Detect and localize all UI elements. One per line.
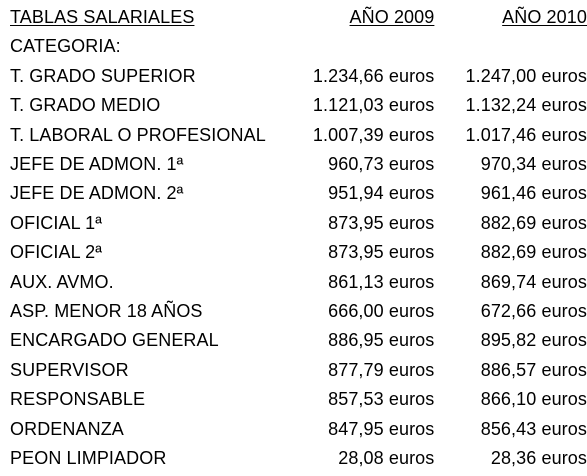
- salary-2010-cell: 869,74 euros: [480, 271, 587, 292]
- category-cell: JEFE DE ADMON. 1ª: [10, 154, 184, 175]
- salary-2009-cell: 960,73 euros: [328, 154, 435, 175]
- category-cell: T. GRADO SUPERIOR: [10, 65, 196, 86]
- category-cell: SUPERVISOR: [10, 359, 129, 380]
- salary-2009-cell: 877,79 euros: [328, 359, 435, 380]
- salary-2009-cell: 847,95 euros: [328, 418, 435, 439]
- salary-2009-cell: 666,00 euros: [328, 301, 435, 322]
- salary-table: TABLAS SALARIALES AÑO 2009 AÑO 2010 CATE…: [10, 3, 587, 474]
- table-row: OFICIAL 2ª 873,95 euros 882,69 euros: [10, 238, 587, 267]
- category-cell: ASP. MENOR 18 AÑOS: [10, 301, 203, 322]
- category-label: CATEGORIA:: [10, 36, 121, 57]
- salary-2010-cell: 1.132,24 euros: [465, 95, 587, 116]
- salary-2009-cell: 861,13 euros: [328, 271, 435, 292]
- category-cell: ORDENANZA: [10, 418, 124, 439]
- salary-2009-cell: 1.007,39 euros: [312, 124, 435, 145]
- salary-2010-cell: 28,36 euros: [490, 448, 587, 469]
- table-row: RESPONSABLE 857,53 euros 866,10 euros: [10, 385, 587, 414]
- column-header-2010-text: AÑO 2010: [502, 7, 587, 27]
- category-label-row: CATEGORIA:: [10, 32, 587, 61]
- category-cell: T. LABORAL O PROFESIONAL: [10, 124, 266, 145]
- empty-cell: [293, 32, 435, 61]
- category-cell: AUX. AVMO.: [10, 271, 114, 292]
- table-row: AUX. AVMO. 861,13 euros 869,74 euros: [10, 268, 587, 297]
- category-cell: PEON LIMPIADOR: [10, 448, 167, 469]
- salary-2009-cell: 1.121,03 euros: [312, 95, 435, 116]
- salary-2009-cell: 886,95 euros: [328, 330, 435, 351]
- column-header-2010: AÑO 2010: [434, 3, 587, 32]
- category-cell: OFICIAL 1ª: [10, 212, 103, 233]
- table-title-text: TABLAS SALARIALES: [10, 7, 195, 27]
- salary-2010-cell: 886,57 euros: [480, 359, 587, 380]
- salary-2010-cell: 1.247,00 euros: [465, 65, 587, 86]
- salary-2009-cell: 873,95 euros: [328, 242, 435, 263]
- category-cell: JEFE DE ADMON. 2ª: [10, 183, 184, 204]
- table-row: T. GRADO MEDIO 1.121,03 euros 1.132,24 eur…: [10, 91, 587, 120]
- table-row: JEFE DE ADMON. 2ª 951,94 euros 961,46 euro…: [10, 179, 587, 208]
- salary-2010-cell: 856,43 euros: [480, 418, 587, 439]
- salary-2009-cell: 28,08 euros: [338, 448, 435, 469]
- salary-2009-cell: 857,53 euros: [328, 389, 435, 410]
- table-title: TABLAS SALARIALES: [10, 3, 293, 32]
- salary-2010-cell: 882,69 euros: [480, 212, 587, 233]
- salary-2009-cell: 873,95 euros: [328, 212, 435, 233]
- salary-2009-cell: 951,94 euros: [328, 183, 435, 204]
- column-header-2009: AÑO 2009: [293, 3, 435, 32]
- salary-2010-cell: 882,69 euros: [480, 242, 587, 263]
- table-row: ENCARGADO GENERAL 886,95 euros 895,82 euro…: [10, 326, 587, 355]
- table-row: T. LABORAL O PROFESIONAL 1.007,39 euros 1.…: [10, 121, 587, 150]
- category-cell: T. GRADO MEDIO: [10, 95, 161, 116]
- table-row: PEON LIMPIADOR 28,08 euros 28,36 euros: [10, 444, 587, 473]
- salary-2010-cell: 672,66 euros: [480, 301, 587, 322]
- salary-2010-cell: 1.017,46 euros: [465, 124, 587, 145]
- salary-2009-cell: 1.234,66 euros: [312, 65, 435, 86]
- category-cell: RESPONSABLE: [10, 389, 146, 410]
- category-cell: ENCARGADO GENERAL: [10, 330, 219, 351]
- table-header-row: TABLAS SALARIALES AÑO 2009 AÑO 2010: [10, 3, 587, 32]
- empty-cell: [434, 32, 587, 61]
- table-row: ASP. MENOR 18 AÑOS 666,00 euros 672,66 eur…: [10, 297, 587, 326]
- salary-2010-cell: 895,82 euros: [480, 330, 587, 351]
- salary-2010-cell: 961,46 euros: [480, 183, 587, 204]
- category-cell: OFICIAL 2ª: [10, 242, 103, 263]
- salary-2010-cell: 970,34 euros: [480, 154, 587, 175]
- table-row: SUPERVISOR 877,79 euros 886,57 euros: [10, 356, 587, 385]
- salary-2010-cell: 866,10 euros: [480, 389, 587, 410]
- column-header-2009-text: AÑO 2009: [349, 7, 435, 27]
- table-row: JEFE DE ADMON. 1ª 960,73 euros 970,34 euro…: [10, 150, 587, 179]
- table-row: T. GRADO SUPERIOR 1.234,66 euros 1.247,00 …: [10, 62, 587, 91]
- table-row: OFICIAL 1ª 873,95 euros 882,69 euros: [10, 209, 587, 238]
- table-row: ORDENANZA 847,95 euros 856,43 euros: [10, 415, 587, 444]
